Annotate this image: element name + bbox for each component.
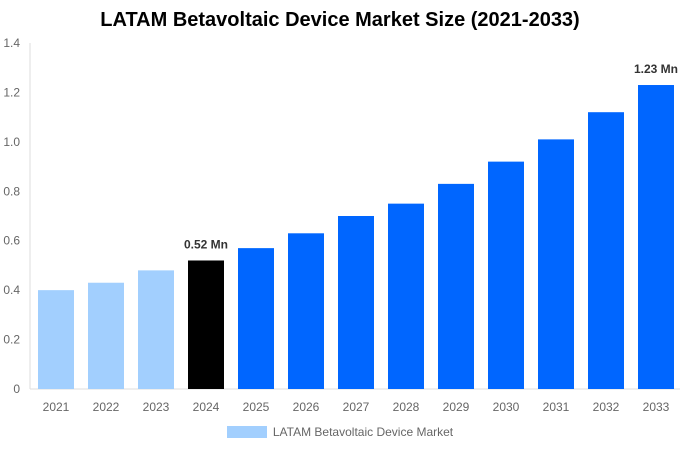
bar-2023 [138, 270, 174, 389]
bar-2033 [638, 85, 674, 389]
x-tick-label: 2029 [443, 400, 470, 414]
x-tick-label: 2026 [293, 400, 320, 414]
x-tick-label: 2025 [243, 400, 270, 414]
x-tick-label: 2028 [393, 400, 420, 414]
x-tick-label: 2023 [143, 400, 170, 414]
legend: LATAM Betavoltaic Device Market [0, 425, 680, 439]
x-tick-label: 2024 [193, 400, 220, 414]
bar-2021 [38, 290, 74, 389]
x-tick-label: 2033 [643, 400, 670, 414]
bar-2022 [88, 282, 124, 389]
bar-2025 [238, 248, 274, 389]
legend-swatch [226, 426, 267, 438]
bar-2027 [338, 216, 374, 389]
y-tick-label: 0.2 [3, 333, 20, 347]
y-tick-label: 1.2 [3, 85, 20, 99]
bar-2028 [388, 203, 424, 389]
y-tick-label: 0 [13, 382, 20, 396]
y-tick-label: 0.4 [3, 283, 20, 297]
chart-title: LATAM Betavoltaic Device Market Size (20… [100, 9, 580, 31]
bar-2031 [538, 139, 574, 389]
bar-2029 [438, 183, 474, 389]
y-tick-label: 0.8 [3, 184, 20, 198]
bar-2026 [288, 233, 324, 389]
x-tick-label: 2031 [543, 400, 570, 414]
x-tick-label: 2032 [593, 400, 620, 414]
data-label-2024: 0.52 Mn [184, 237, 228, 251]
y-tick-label: 1.0 [3, 135, 20, 149]
bar-2030 [488, 161, 524, 389]
legend-label: LATAM Betavoltaic Device Market [272, 425, 454, 439]
x-tick-label: 2021 [43, 400, 70, 414]
y-tick-label: 1.4 [3, 36, 20, 50]
x-tick-label: 2027 [343, 400, 370, 414]
x-tick-label: 2030 [493, 400, 520, 414]
data-label-2033: 1.23 Mn [634, 62, 678, 76]
y-tick-label: 0.6 [3, 234, 20, 248]
bar-2032 [588, 112, 624, 389]
bar-2024 [188, 260, 224, 389]
x-tick-label: 2022 [93, 400, 120, 414]
